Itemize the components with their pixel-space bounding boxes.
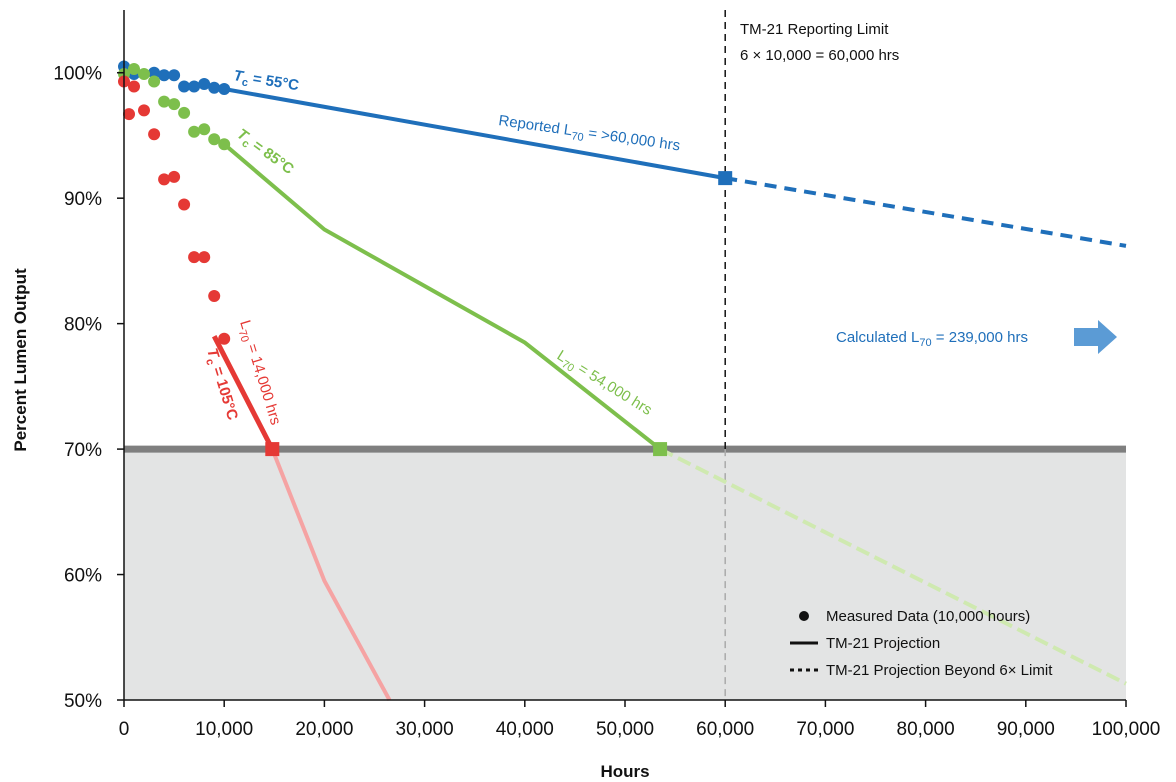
- axes-layer: 0 10,000 20,000 30,000 40,000 50,000 60,000 70,…: [53, 10, 1160, 740]
- blue-measured-point: [198, 78, 211, 90]
- blue-measured-point: [188, 80, 201, 93]
- tc105-label: Tc = 105°C: [200, 346, 241, 423]
- y-tick-label: 60%: [64, 566, 102, 587]
- legend-marker-measured: [799, 611, 809, 621]
- blue-measured-point: [208, 81, 221, 94]
- red-measured-point: [168, 170, 181, 183]
- green-l70-label: L70 = 54,000 hrs: [552, 347, 655, 421]
- green-l70-marker: [653, 442, 668, 457]
- x-tick-label: 10,000: [195, 719, 253, 740]
- green-beyond-limit-line: [659, 447, 1127, 686]
- green-measured-point: [128, 63, 140, 75]
- green-measured-point: [178, 106, 191, 119]
- x-tick-label: 70,000: [796, 719, 854, 740]
- green-measured-point: [158, 95, 171, 108]
- y-tick-label: 100%: [53, 64, 102, 85]
- legend: Measured Data (10,000 hours) TM-21 Proje…: [790, 608, 1053, 679]
- red-l70-label: L70 = 14,000 hrs: [233, 318, 284, 428]
- red-measured-point: [188, 251, 201, 264]
- red-measured-point: [158, 173, 171, 186]
- green-measured-point: [198, 123, 211, 136]
- legend-label-beyond-limit: TM-21 Projection Beyond 6× Limit: [826, 662, 1053, 679]
- x-tick-label: 20,000: [295, 719, 353, 740]
- y-tick-label: 50%: [64, 691, 102, 712]
- x-axis-title: Hours: [600, 762, 649, 781]
- reporting-limit-formula: 6 × 10,000 = 60,000 hrs: [740, 47, 899, 64]
- blue-beyond-limit-line: [724, 176, 1127, 248]
- y-tick-label: 70%: [64, 440, 102, 461]
- x-tick-label: 100,000: [1092, 719, 1161, 740]
- green-projection-line: [222, 142, 662, 451]
- green-measured-point: [188, 125, 201, 138]
- x-tick-label: 60,000: [696, 719, 754, 740]
- y-tick-label: 90%: [64, 189, 102, 210]
- red-measured-point: [208, 290, 221, 302]
- projection-lines-layer: [211, 87, 1127, 701]
- red-l70-marker: [265, 442, 280, 457]
- below-threshold-shade: [124, 449, 1126, 700]
- green-measured-point: [148, 75, 161, 88]
- green-measured-point: [168, 98, 181, 111]
- x-tick-label: 50,000: [596, 719, 654, 740]
- right-arrow-icon: [1074, 320, 1117, 354]
- calculated-l70-label: Calculated L70 = 239,000 hrs: [836, 329, 1028, 349]
- red-measured-point: [138, 104, 150, 117]
- x-tick-label: 0: [119, 719, 130, 740]
- red-measured-point: [218, 332, 231, 345]
- y-axis-title: Percent Lumen Output: [11, 268, 30, 452]
- red-measured-point: [128, 80, 140, 93]
- x-tick-label: 40,000: [496, 719, 554, 740]
- blue-measured-point: [218, 83, 231, 95]
- red-beyond-limit-line: [270, 448, 392, 701]
- blue-projection-line: [223, 87, 726, 181]
- x-tick-label: 30,000: [396, 719, 454, 740]
- red-measured-point: [178, 198, 191, 211]
- legend-label-projection: TM-21 Projection: [826, 635, 940, 652]
- x-tick-label: 80,000: [897, 719, 955, 740]
- blue-measured-point: [158, 69, 171, 82]
- blue-measured-point: [178, 80, 191, 93]
- reporting-limit-title: TM-21 Reporting Limit: [740, 21, 889, 38]
- x-tick-label: 90,000: [997, 719, 1055, 740]
- measured-points-layer: [118, 60, 733, 457]
- red-measured-point: [148, 128, 161, 141]
- reported-l70-label: Reported L70 = >60,000 hrs: [497, 112, 681, 157]
- legend-label-measured: Measured Data (10,000 hours): [826, 608, 1030, 625]
- y-tick-label: 80%: [64, 315, 102, 336]
- blue-measured-point: [148, 66, 161, 79]
- red-projection-line: [211, 335, 275, 451]
- blue-l70-marker: [718, 171, 733, 186]
- red-measured-point: [198, 251, 211, 264]
- tc85-label: Tc = 85°C: [232, 125, 297, 180]
- green-measured-point: [138, 68, 150, 80]
- green-measured-point: [208, 133, 221, 146]
- blue-measured-point: [168, 69, 181, 82]
- red-measured-point: [123, 108, 135, 121]
- green-measured-point: [218, 138, 231, 151]
